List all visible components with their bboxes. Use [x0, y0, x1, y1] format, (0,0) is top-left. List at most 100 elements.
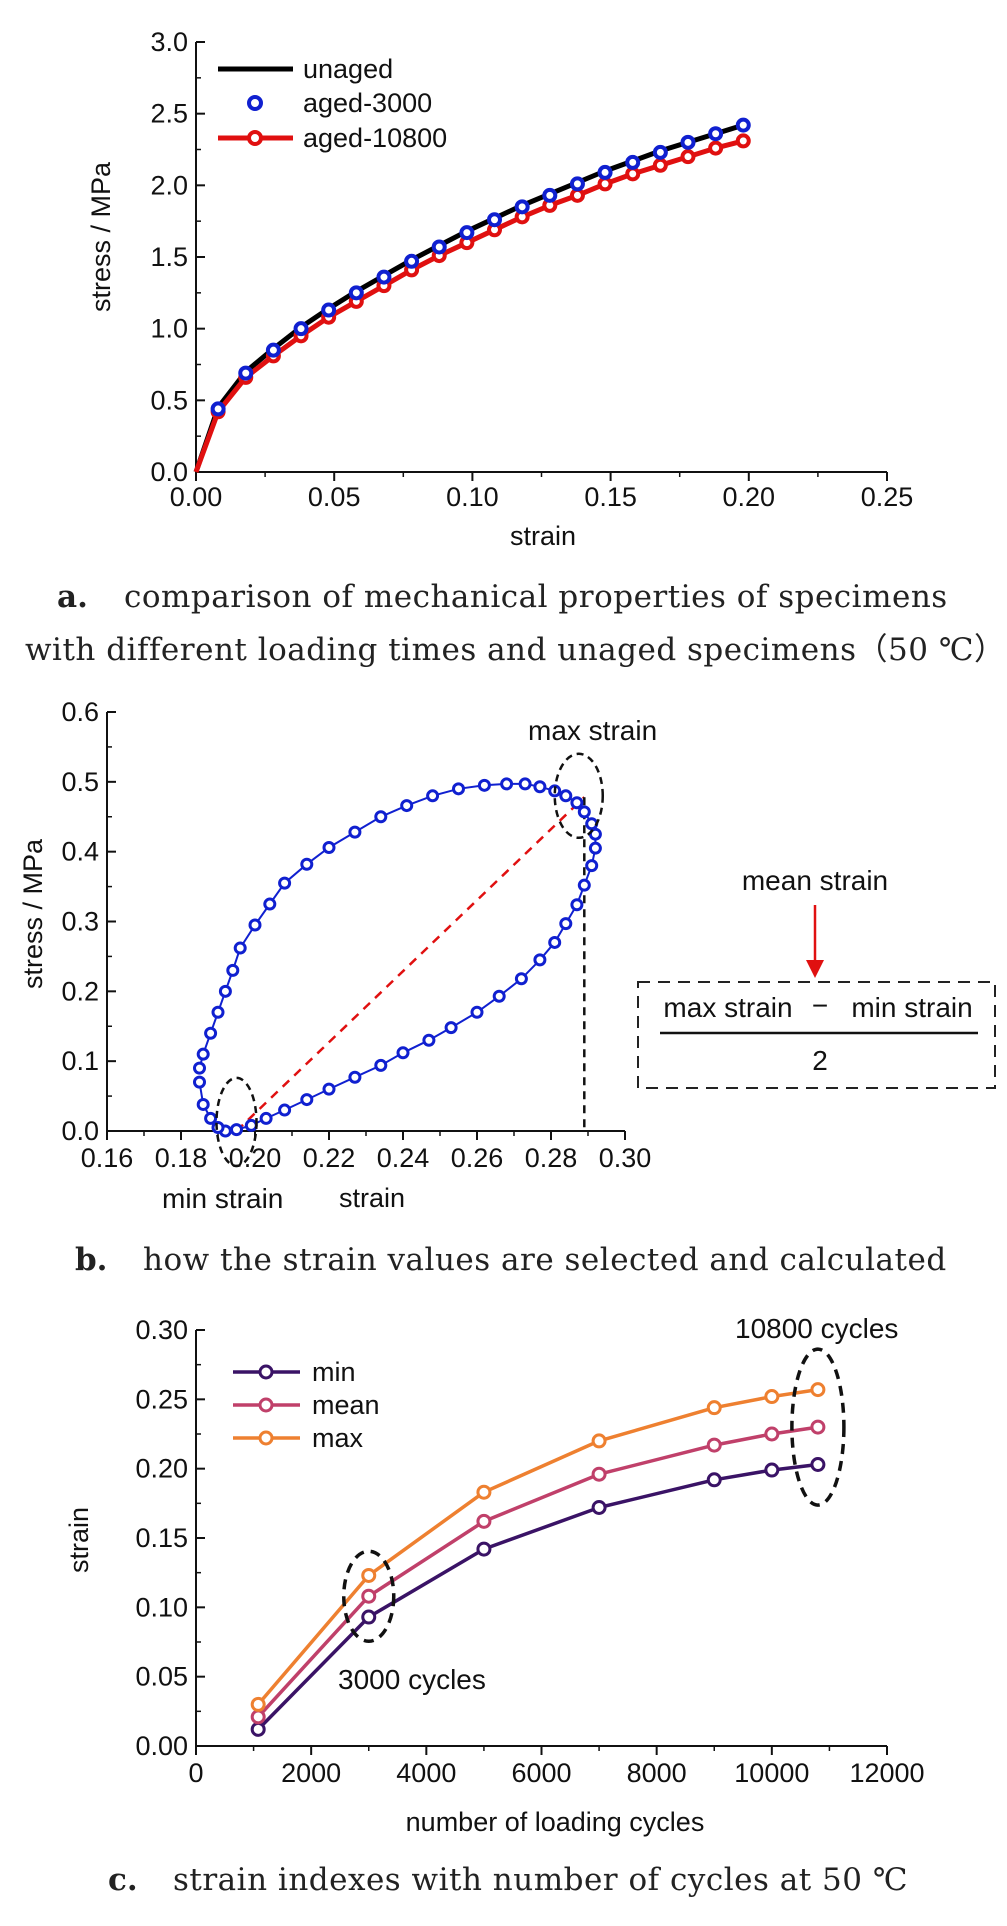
- caption-b-letter: b.: [75, 1242, 107, 1278]
- legend-label-mean: mean: [312, 1390, 380, 1420]
- hysteresis-point: [278, 1103, 292, 1117]
- chart-c-xtick-label: 4000: [396, 1758, 456, 1788]
- hysteresis-point: [348, 1070, 362, 1084]
- point-aged-3000: [652, 144, 668, 160]
- chart-b-xtick-label: 0.26: [451, 1143, 504, 1173]
- point-aged-3000: [348, 285, 364, 301]
- hysteresis-point: [244, 1118, 258, 1132]
- point-aged-3000: [210, 401, 226, 417]
- formula-min-strain: min strain: [851, 992, 972, 1023]
- point-aged-3000: [680, 134, 696, 150]
- point-min: [706, 1472, 722, 1488]
- chart-c-ylabel: strain: [64, 1507, 94, 1573]
- series-line-unaged: [193, 121, 750, 473]
- hysteresis-point: [570, 796, 584, 810]
- chart-c-xtick-label: 8000: [627, 1758, 687, 1788]
- hysteresis-point: [300, 1093, 314, 1107]
- chart-a-ytick-label: 0.0: [150, 457, 188, 487]
- caption-a-line-1: comparison of mechanical properties of s…: [124, 579, 948, 615]
- series-line-aged-10800: [193, 138, 744, 473]
- mean-strain-dashed-line: [235, 796, 586, 1132]
- hysteresis-point: [211, 1005, 225, 1019]
- hysteresis-point: [477, 778, 491, 792]
- hysteresis-point: [193, 1061, 206, 1075]
- chart-c-ytick-label: 0.15: [135, 1523, 188, 1553]
- formula-max-strain: max strain: [663, 992, 792, 1023]
- ellipse-10800-cycles: [790, 1347, 846, 1507]
- chart-a-ytick-label: 1.0: [150, 314, 188, 344]
- hysteresis-point: [226, 963, 240, 977]
- chart-b-ytick-label: 0.2: [61, 976, 99, 1006]
- chart-c-xtick-label: 2000: [281, 1758, 341, 1788]
- point-aged-3000: [569, 176, 585, 192]
- point-aged-10800: [569, 187, 585, 203]
- point-max: [764, 1389, 780, 1405]
- legend-label-unaged: unaged: [303, 54, 393, 84]
- caption-a-line-2: with different loading times and unaged …: [25, 632, 1006, 668]
- point-aged-3000: [404, 253, 420, 269]
- hysteresis-point: [426, 789, 440, 803]
- chart-c-xtick-label: 6000: [511, 1758, 571, 1788]
- chart-c-ytick-label: 0.00: [135, 1731, 188, 1761]
- mean-strain-formula: mean strain max strain − min strain 2: [637, 865, 996, 1089]
- caption-b-line-1: how the strain values are selected and c…: [143, 1242, 947, 1278]
- chart-c-ytick-label: 0.25: [135, 1384, 188, 1414]
- legend-marker-min: [258, 1364, 274, 1380]
- legend-label-max: max: [312, 1423, 364, 1453]
- point-aged-3000: [265, 342, 281, 358]
- point-aged-3000: [376, 269, 392, 285]
- hysteresis-point: [322, 840, 336, 854]
- chart-a-xtick-label: 0.25: [861, 482, 914, 512]
- hysteresis-point: [259, 1111, 273, 1125]
- hysteresis-point: [492, 989, 506, 1003]
- ellipse-3000-cycles: [342, 1549, 396, 1643]
- point-aged-3000: [625, 154, 641, 170]
- chart-b-xtick-label: 0.28: [525, 1143, 578, 1173]
- mean-strain-label: mean strain: [742, 865, 888, 896]
- legend-marker-mean: [258, 1397, 274, 1413]
- legend-label-aged-10800: aged-10800: [303, 123, 447, 153]
- chart-b-ytick-label: 0.6: [61, 697, 99, 727]
- label-10800-cycles: 10800 cycles: [735, 1313, 898, 1344]
- hysteresis-point: [322, 1082, 336, 1096]
- chart-c: 0 2000 4000 6000 8000 10000 12000 0.00 0.05 0.10 0…: [64, 1313, 925, 1898]
- chart-b-ylabel: stress / MPa: [18, 838, 48, 989]
- hysteresis-point: [348, 825, 362, 839]
- point-max: [706, 1400, 722, 1416]
- hysteresis-point: [263, 897, 277, 911]
- chart-a-ytick-label: 1.5: [150, 242, 188, 272]
- point-mean: [361, 1588, 377, 1604]
- point-max: [591, 1433, 607, 1449]
- point-aged-10800: [597, 176, 613, 192]
- chart-a-ytick-label: 3.0: [150, 27, 188, 57]
- formula-minus: −: [812, 990, 828, 1021]
- chart-a: 0.00 0.05 0.10 0.15 0.20 0.25 0.0 0.5 1.0 1.5 2.0 2…: [25, 27, 1006, 668]
- hysteresis-point: [196, 1047, 210, 1061]
- hysteresis-point: [204, 1111, 218, 1125]
- hysteresis-point: [585, 859, 599, 873]
- hysteresis-point: [204, 1026, 218, 1040]
- point-aged-3000: [487, 212, 503, 228]
- chart-a-ytick-label: 0.5: [150, 385, 188, 415]
- caption-c-letter: c.: [108, 1862, 138, 1898]
- hysteresis-point: [514, 972, 528, 986]
- hysteresis-point: [518, 777, 532, 791]
- legend-label-aged-3000: aged-3000: [303, 88, 432, 118]
- chart-a-xtick-label: 0.00: [170, 482, 223, 512]
- hysteresis-point: [559, 917, 573, 931]
- chart-b-xtick-label: 0.24: [377, 1143, 430, 1173]
- chart-b-ytick-label: 0.3: [61, 907, 99, 937]
- hysteresis-point: [577, 878, 591, 892]
- hysteresis-point: [278, 876, 292, 890]
- chart-a-xtick-label: 0.20: [723, 482, 776, 512]
- point-aged-3000: [708, 126, 724, 142]
- chart-c-ytick-label: 0.10: [135, 1592, 188, 1622]
- hysteresis-point: [300, 857, 314, 871]
- hysteresis-point: [585, 817, 599, 831]
- hysteresis-point: [533, 953, 547, 967]
- chart-a-legend: unaged aged-3000 aged-10800: [218, 54, 447, 153]
- chart-a-xtick-label: 0.10: [446, 482, 499, 512]
- point-max: [476, 1484, 492, 1500]
- min-strain-label: min strain: [162, 1183, 283, 1214]
- point-min: [591, 1499, 607, 1515]
